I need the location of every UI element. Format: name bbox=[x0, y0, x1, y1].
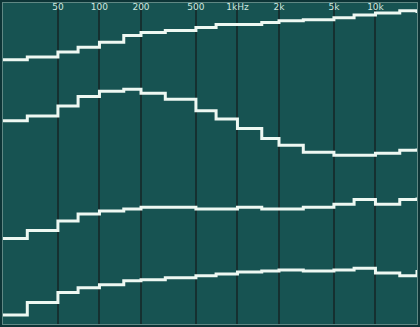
svg-text:1kHz: 1kHz bbox=[226, 2, 249, 12]
svg-text:10k: 10k bbox=[367, 2, 384, 12]
svg-text:200: 200 bbox=[132, 2, 149, 12]
svg-text:2k: 2k bbox=[274, 2, 286, 12]
svg-text:5k: 5k bbox=[328, 2, 340, 12]
svg-text:500: 500 bbox=[187, 2, 204, 12]
svg-text:100: 100 bbox=[91, 2, 108, 12]
svg-text:50: 50 bbox=[52, 2, 64, 12]
